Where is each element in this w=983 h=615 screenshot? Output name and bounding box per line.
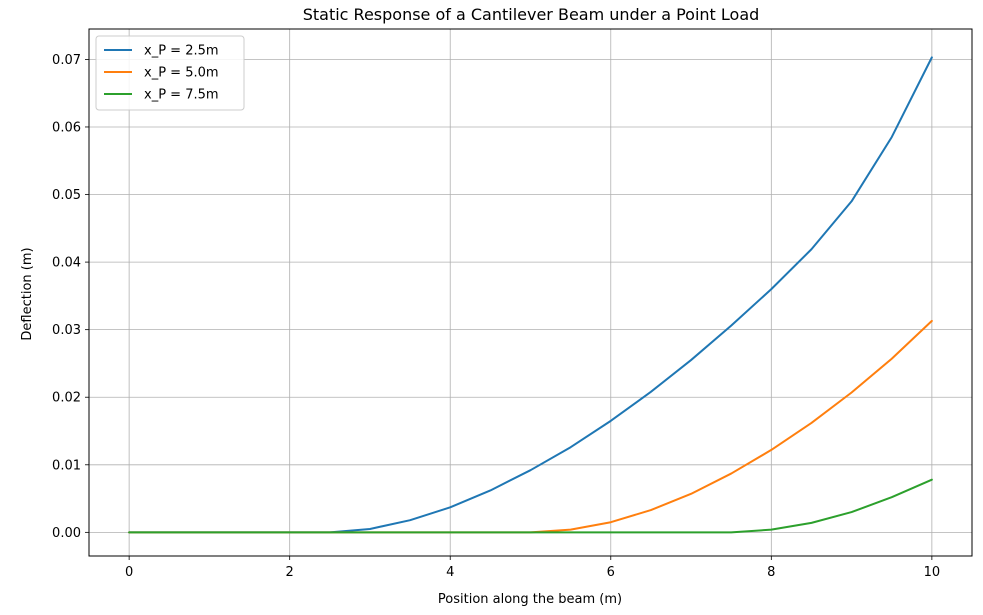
- x-tick-label: 0: [125, 565, 133, 580]
- x-tick-label: 4: [446, 565, 454, 580]
- legend-label: x_P = 2.5m: [144, 44, 219, 59]
- x-axis-label: Position along the beam (m): [438, 592, 622, 607]
- y-axis-label: Deflection (m): [20, 247, 35, 340]
- series-line-3: [128, 478, 933, 534]
- y-tick-label: 0.01: [52, 458, 81, 473]
- y-tick-label: 0.06: [52, 120, 81, 135]
- chart-title: Static Response of a Cantilever Beam und…: [303, 5, 760, 24]
- y-axis-ticks: 0.00 0.01 0.02 0.03 0.04 0.05 0.06 0.07: [52, 53, 89, 541]
- x-tick-label: 10: [924, 565, 941, 580]
- grid: [89, 29, 972, 556]
- legend-label: x_P = 7.5m: [144, 88, 219, 103]
- x-tick-label: 2: [286, 565, 294, 580]
- y-tick-label: 0.05: [52, 188, 81, 203]
- x-axis-ticks: 0 2 4 6 8 10: [125, 556, 940, 580]
- plot-frame: [88, 28, 973, 557]
- y-tick-label: 0.03: [52, 323, 81, 338]
- y-tick-label: 0.00: [52, 526, 81, 541]
- x-tick-label: 8: [767, 565, 775, 580]
- x-tick-label: 6: [607, 565, 615, 580]
- y-tick-label: 0.07: [52, 53, 81, 68]
- y-tick-label: 0.02: [52, 391, 81, 406]
- y-tick-label: 0.04: [52, 256, 81, 271]
- legend-label: x_P = 5.0m: [144, 66, 219, 81]
- legend-box: [95, 35, 245, 111]
- series-lines: [128, 56, 933, 534]
- legend: x_P = 2.5m x_P = 5.0m x_P = 7.5m: [95, 35, 245, 111]
